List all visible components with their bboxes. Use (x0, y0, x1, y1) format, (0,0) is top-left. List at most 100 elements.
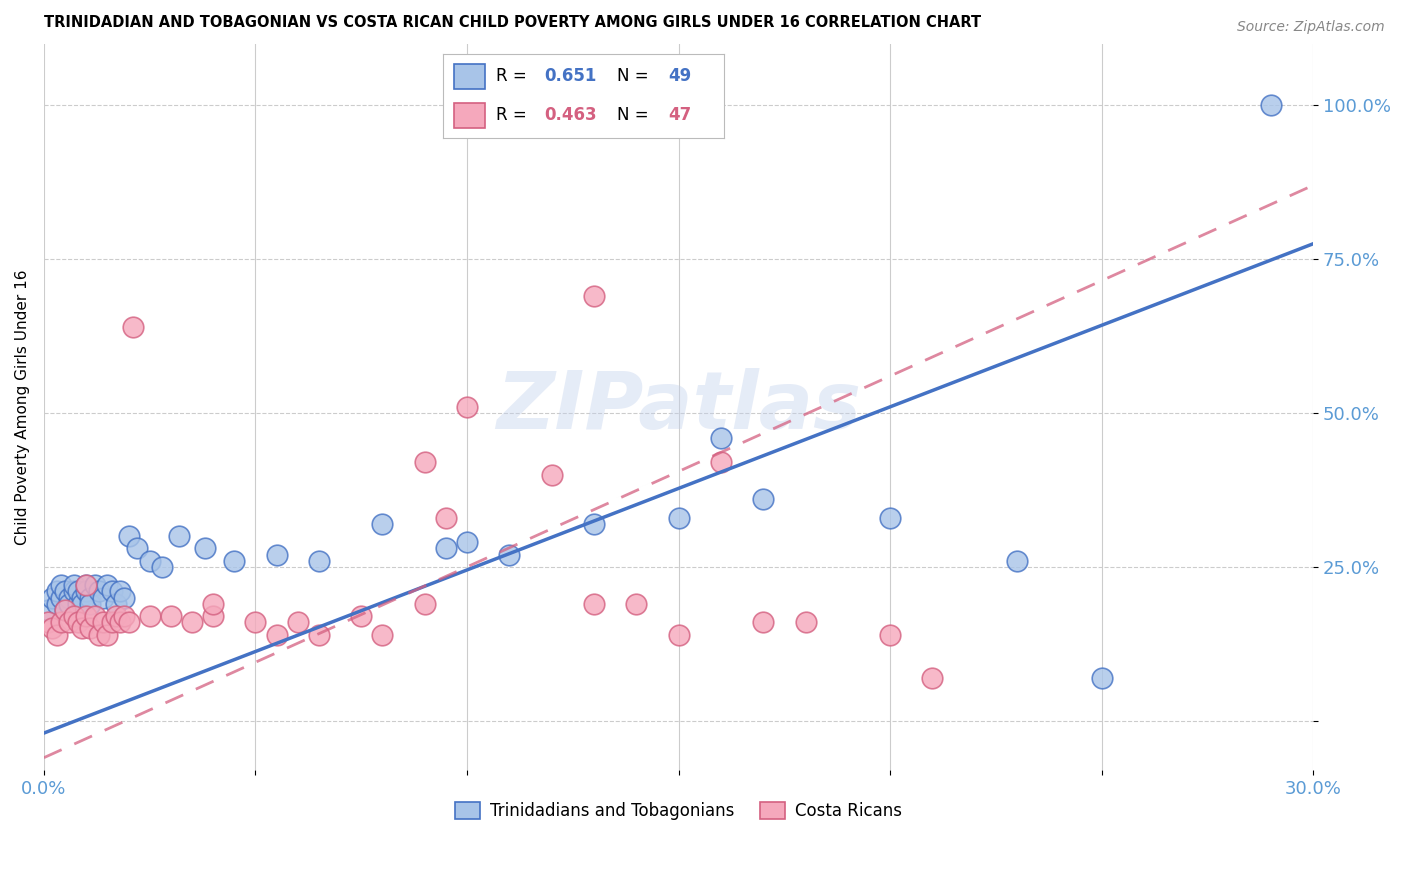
Point (117, 529, 139, 543)
Point (112, 591, 135, 605)
Point (79, 622, 101, 636)
Point (91, 591, 114, 605)
Point (121, 319, 143, 334)
Point (752, 492, 775, 507)
Point (104, 597, 127, 611)
Point (794, 615, 817, 630)
Point (1005, 554, 1028, 568)
Point (1260, 98, 1282, 112)
Point (66, 584, 89, 599)
Point (70, 597, 93, 611)
Point (108, 615, 131, 630)
Text: R =: R = (496, 106, 533, 124)
Point (710, 431, 733, 445)
Point (45, 627, 67, 641)
Point (37, 615, 59, 630)
Point (79, 597, 101, 611)
Point (83, 578, 105, 592)
Point (540, 467, 562, 482)
Point (245, 615, 267, 630)
Text: 49: 49 (668, 68, 692, 86)
Point (266, 548, 288, 562)
Point (41, 591, 63, 605)
Point (117, 615, 139, 630)
Point (87, 584, 110, 599)
Point (150, 560, 173, 574)
Point (66, 597, 89, 611)
Point (70, 591, 93, 605)
Point (371, 516, 394, 531)
Point (62, 609, 84, 624)
Point (308, 627, 330, 641)
Point (582, 516, 605, 531)
Point (434, 510, 457, 524)
Text: ZIPatlas: ZIPatlas (496, 368, 860, 446)
Point (75, 584, 97, 599)
Point (879, 510, 901, 524)
Point (626, 597, 648, 611)
Point (45, 597, 67, 611)
Point (87, 627, 110, 641)
Point (434, 541, 457, 556)
Point (49, 591, 72, 605)
Point (169, 529, 191, 543)
Point (266, 627, 288, 641)
Point (79, 591, 101, 605)
Point (1091, 671, 1114, 685)
Point (350, 609, 373, 624)
Point (224, 554, 246, 568)
Point (879, 627, 901, 641)
Text: TRINIDADIAN AND TOBAGONIAN VS COSTA RICAN CHILD POVERTY AMONG GIRLS UNDER 16 COR: TRINIDADIAN AND TOBAGONIAN VS COSTA RICA… (44, 15, 981, 30)
Point (91, 615, 114, 630)
Point (181, 615, 204, 630)
Point (582, 289, 605, 303)
Point (96, 578, 118, 592)
Text: 0.651: 0.651 (544, 68, 596, 86)
Point (58, 591, 80, 605)
Text: Source: ZipAtlas.com: Source: ZipAtlas.com (1237, 20, 1385, 34)
Text: 0.463: 0.463 (544, 106, 596, 124)
Point (138, 554, 160, 568)
Point (159, 609, 181, 624)
Y-axis label: Child Poverty Among Girls Under 16: Child Poverty Among Girls Under 16 (15, 269, 30, 545)
Point (58, 615, 80, 630)
FancyBboxPatch shape (454, 63, 485, 89)
Point (53, 603, 76, 617)
Point (104, 609, 127, 624)
Point (41, 622, 63, 636)
Point (752, 615, 775, 630)
Point (83, 609, 105, 624)
Point (100, 584, 122, 599)
Point (202, 597, 225, 611)
Point (125, 541, 148, 556)
Point (668, 627, 690, 641)
Point (112, 609, 135, 624)
Point (62, 578, 84, 592)
Point (53, 603, 76, 617)
Point (413, 455, 436, 469)
Point (96, 627, 118, 641)
Point (53, 584, 76, 599)
Point (49, 615, 72, 630)
Point (58, 597, 80, 611)
Point (66, 615, 89, 630)
Point (456, 535, 478, 549)
Text: R =: R = (496, 68, 533, 86)
Point (75, 578, 97, 592)
FancyBboxPatch shape (454, 103, 485, 128)
Point (710, 455, 733, 469)
Point (921, 671, 943, 685)
Text: N =: N = (617, 68, 654, 86)
Point (582, 597, 605, 611)
Point (108, 584, 131, 599)
Point (75, 609, 97, 624)
Point (70, 622, 93, 636)
Point (49, 578, 72, 592)
Point (37, 603, 59, 617)
Point (413, 597, 436, 611)
Point (194, 541, 217, 556)
Point (308, 554, 330, 568)
Point (287, 615, 309, 630)
Point (62, 584, 84, 599)
Point (45, 584, 67, 599)
